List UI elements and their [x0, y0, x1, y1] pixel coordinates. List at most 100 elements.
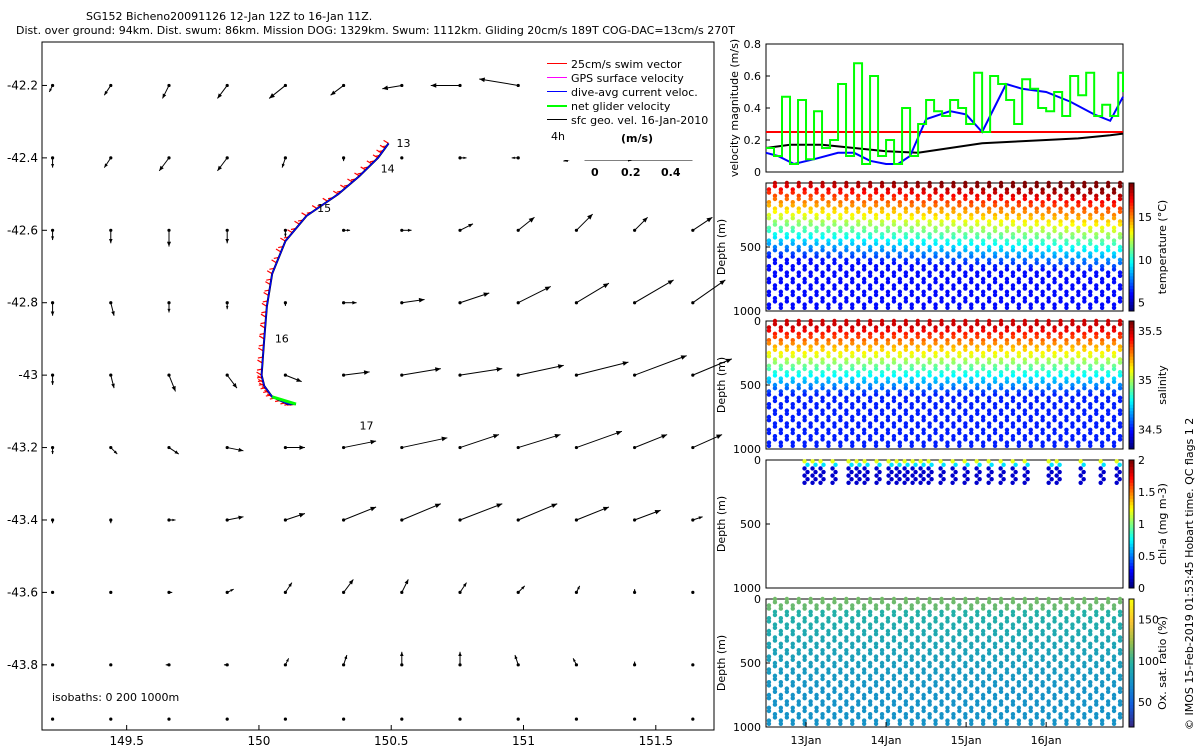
oxygen-point — [879, 686, 885, 691]
oxygen-point — [1088, 708, 1093, 714]
temperature-point — [1058, 206, 1063, 211]
salinity-point — [903, 421, 909, 426]
temperature-point — [802, 251, 807, 256]
salinity-point — [1088, 427, 1093, 432]
oxygen-point — [873, 619, 879, 624]
salinity-point — [832, 373, 837, 378]
oxygen-point — [1010, 635, 1016, 640]
geo-vector-head — [496, 367, 503, 372]
salinity-point — [778, 354, 784, 359]
oxygen-point — [867, 673, 873, 678]
salinity-point — [1022, 437, 1028, 442]
chlorophyll-point — [818, 466, 823, 471]
oxygen-point — [814, 680, 819, 685]
temperature-point — [1034, 273, 1039, 278]
salinity-point — [897, 392, 903, 397]
temperature-point — [1105, 219, 1111, 224]
salinity-point — [879, 318, 885, 324]
oxygen-point — [933, 696, 938, 701]
salinity-point — [802, 430, 807, 436]
temperature-point — [879, 270, 885, 275]
oxygen-point — [939, 596, 944, 602]
temperature-point — [998, 219, 1004, 224]
chlorophyll-point — [894, 473, 899, 478]
salinity-point — [1046, 347, 1051, 352]
geo-vector-head — [51, 163, 55, 168]
oxygen-point — [885, 606, 891, 611]
oxygen-point — [945, 616, 950, 621]
temperature-point — [897, 203, 903, 208]
salinity-point — [951, 318, 956, 324]
temperature-point — [796, 244, 801, 250]
salinity-point — [808, 421, 813, 426]
salinity-point — [1034, 434, 1039, 439]
oxygen-point — [867, 676, 873, 682]
salinity-point — [1088, 430, 1093, 436]
salinity-point — [832, 395, 837, 400]
salinity-colorbar-cell — [1129, 420, 1134, 424]
oxygen-point — [1105, 622, 1111, 627]
chlorophyll-point — [821, 477, 826, 482]
oxygen-point — [1058, 676, 1063, 682]
oxygen-point — [1040, 680, 1045, 685]
chlorophyll-point — [865, 462, 870, 468]
temperature-point — [1022, 209, 1028, 214]
salinity-point — [867, 344, 873, 349]
temperature-point — [951, 248, 956, 253]
salinity-colorbar-tick: 34.5 — [1138, 423, 1163, 436]
temperature-point — [992, 302, 998, 307]
salinity-point — [814, 414, 819, 420]
oxygen-point — [861, 683, 867, 688]
temperature-point — [957, 254, 962, 259]
oxygen-point — [957, 670, 962, 675]
track-outline — [260, 142, 390, 406]
oxygen-point — [1105, 638, 1111, 643]
salinity-point — [933, 389, 938, 394]
oxygen-point — [867, 699, 873, 704]
temperature-point — [975, 273, 980, 278]
temperature-point — [1064, 267, 1069, 272]
salinity-point — [963, 424, 968, 429]
salinity-point — [861, 427, 867, 432]
temperature-point — [1052, 241, 1057, 246]
chlorophyll-point — [805, 469, 810, 475]
chlorophyll-point — [913, 469, 918, 475]
temperature-point — [832, 260, 837, 266]
temperature-point — [1094, 206, 1099, 211]
salinity-point — [861, 379, 867, 384]
chlorophyll-colorbar-cell — [1129, 565, 1134, 570]
chlorophyll-point — [974, 466, 979, 471]
oxygen-point — [1046, 651, 1051, 656]
salinity-point — [808, 398, 813, 404]
salinity-point — [1040, 405, 1045, 410]
temperature-point — [1004, 187, 1010, 192]
temperature-point — [963, 235, 968, 240]
salinity-point — [1034, 395, 1039, 400]
salinity-point — [808, 382, 813, 388]
geo-vector-head — [232, 383, 237, 389]
temperature-point — [850, 267, 855, 272]
temperature-point — [1088, 241, 1093, 246]
oxygen-point — [986, 651, 992, 656]
temperature-point — [1070, 244, 1075, 250]
salinity-point — [945, 443, 950, 448]
salinity-point — [784, 434, 790, 439]
temperature-point — [832, 283, 837, 288]
salinity-point — [1046, 424, 1051, 429]
salinity-point — [844, 434, 849, 439]
salinity-point — [891, 331, 897, 336]
oxygen-point — [1058, 600, 1063, 605]
temperature-point — [838, 200, 843, 205]
temperature-point — [969, 267, 974, 272]
oxygen-point — [766, 670, 772, 675]
oxygen-point — [891, 715, 897, 720]
oxygen-point — [1058, 673, 1063, 678]
chlorophyll-colorbar-cell — [1129, 476, 1134, 480]
oxygen-point — [939, 689, 944, 694]
salinity-point — [951, 382, 956, 388]
temperature-point — [915, 260, 920, 266]
oxygen-point — [969, 632, 974, 637]
temperature-point — [1034, 193, 1039, 198]
salinity-point — [1117, 344, 1123, 349]
oxygen-point — [861, 632, 867, 637]
